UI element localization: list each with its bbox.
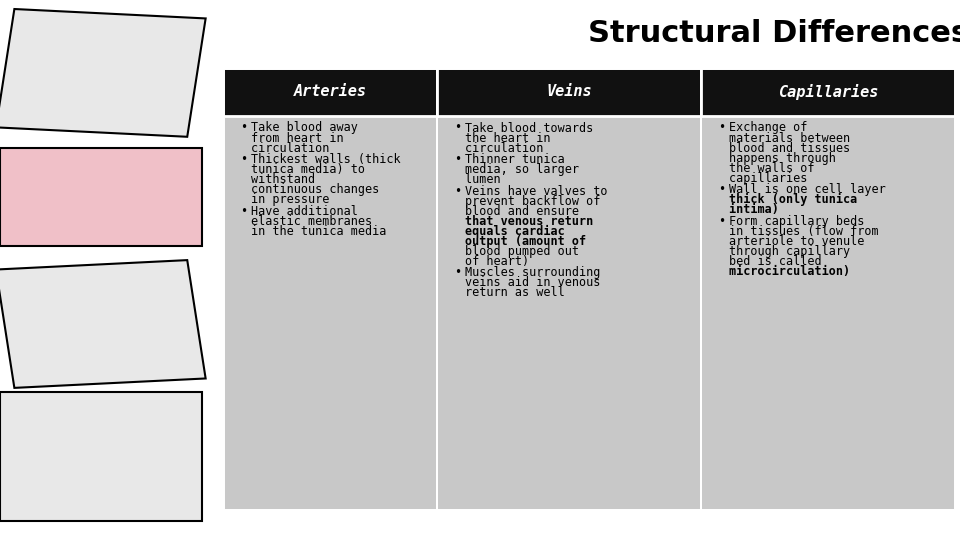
Text: Capillaries: Capillaries [778, 84, 878, 100]
Text: capillaries: capillaries [729, 172, 814, 185]
Text: Take blood towards: Take blood towards [466, 122, 601, 134]
Text: •: • [455, 185, 462, 198]
Text: bed is called: bed is called [729, 255, 828, 268]
Text: in pressure: in pressure [251, 193, 336, 206]
FancyBboxPatch shape [223, 68, 438, 116]
Text: through capillary: through capillary [729, 245, 857, 258]
FancyBboxPatch shape [701, 68, 955, 116]
FancyBboxPatch shape [0, 0, 219, 540]
Text: Veins have valves to: Veins have valves to [466, 185, 614, 198]
Text: thick (only tunica: thick (only tunica [729, 193, 864, 206]
Text: Thickest walls (thick: Thickest walls (thick [251, 153, 407, 166]
Text: withstand: withstand [251, 173, 322, 186]
Text: media, so larger: media, so larger [466, 163, 587, 176]
Text: blood and tissues: blood and tissues [729, 141, 857, 154]
FancyBboxPatch shape [700, 68, 702, 510]
Text: veins aid in venous: veins aid in venous [466, 276, 608, 289]
Text: in the tunica media: in the tunica media [251, 225, 393, 238]
Text: in tissues (flow from: in tissues (flow from [729, 225, 886, 238]
Text: tunica media) to: tunica media) to [251, 163, 372, 176]
Text: that venous return: that venous return [466, 215, 601, 228]
Text: Take blood away: Take blood away [251, 122, 365, 134]
Text: Arteries: Arteries [294, 84, 367, 99]
Text: from heart in: from heart in [251, 132, 350, 145]
Text: Veins: Veins [546, 84, 592, 99]
Text: Exchange of: Exchange of [729, 122, 814, 134]
FancyBboxPatch shape [0, 392, 202, 521]
Text: prevent backflow of: prevent backflow of [466, 195, 608, 208]
Text: •: • [718, 122, 726, 134]
Text: of heart): of heart) [466, 255, 537, 268]
Text: elastic membranes: elastic membranes [251, 215, 379, 228]
Text: Form capillary beds: Form capillary beds [729, 215, 872, 228]
Text: •: • [240, 122, 247, 134]
Text: •: • [455, 266, 462, 279]
Text: •: • [718, 183, 726, 196]
Text: blood and ensure: blood and ensure [466, 205, 587, 218]
Text: happens through: happens through [729, 152, 843, 165]
FancyBboxPatch shape [437, 68, 439, 510]
Text: Wall is one cell layer: Wall is one cell layer [729, 183, 893, 196]
Text: Have additional: Have additional [251, 205, 365, 218]
FancyBboxPatch shape [223, 68, 955, 510]
Text: Muscles surrounding: Muscles surrounding [466, 266, 608, 279]
Text: the heart in: the heart in [466, 132, 558, 145]
Text: the walls of: the walls of [729, 161, 822, 174]
Text: materials between: materials between [729, 132, 857, 145]
Text: blood pumped out: blood pumped out [466, 245, 587, 258]
FancyBboxPatch shape [0, 9, 205, 137]
Text: •: • [718, 215, 726, 228]
Text: •: • [240, 153, 247, 166]
Text: circulation: circulation [251, 141, 336, 154]
Text: continuous changes: continuous changes [251, 183, 386, 196]
Text: lumen: lumen [466, 173, 508, 186]
Text: arteriole to venule: arteriole to venule [729, 235, 872, 248]
Text: microcirculation): microcirculation) [729, 265, 857, 278]
Text: equals cardiac: equals cardiac [466, 225, 572, 238]
Text: output (amount of: output (amount of [466, 235, 593, 248]
Text: circulation: circulation [466, 141, 551, 154]
Text: •: • [455, 153, 462, 166]
Text: •: • [455, 122, 462, 134]
FancyBboxPatch shape [438, 68, 701, 116]
Text: intima): intima) [729, 203, 786, 216]
Text: Structural Differences in Blood Vessels: Structural Differences in Blood Vessels [588, 19, 960, 48]
FancyBboxPatch shape [0, 260, 205, 388]
Text: Thinner tunica: Thinner tunica [466, 153, 572, 166]
Text: return as well: return as well [466, 287, 572, 300]
FancyBboxPatch shape [0, 148, 202, 246]
Text: •: • [240, 205, 247, 218]
